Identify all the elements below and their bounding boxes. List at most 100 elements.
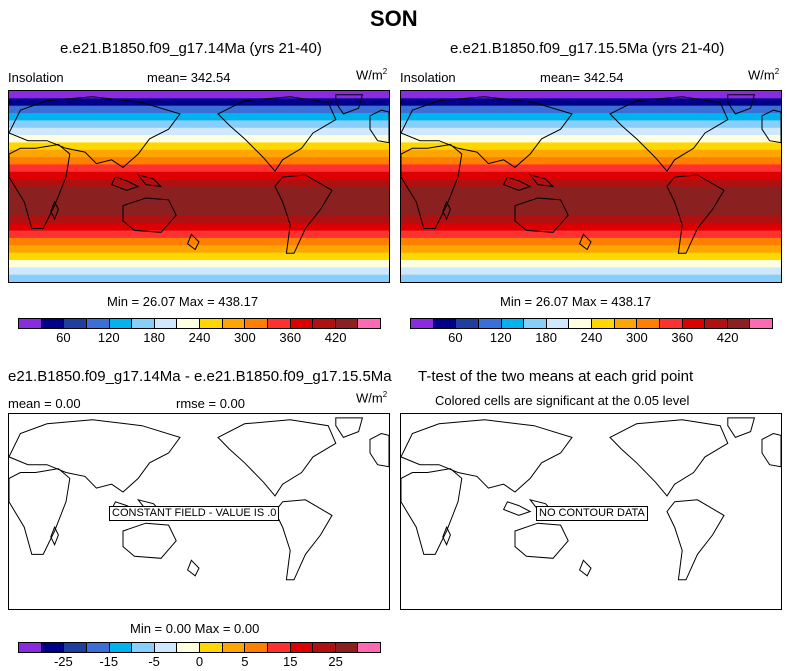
colorbar-swatch	[750, 319, 772, 328]
colorbar-swatch	[727, 319, 751, 328]
coastline	[217, 96, 337, 173]
coastline	[666, 499, 725, 581]
colorbar-tick-label: 180	[143, 330, 165, 345]
colorbar-swatch	[200, 643, 223, 652]
coastline	[335, 417, 364, 439]
insolation-band	[401, 215, 781, 224]
colorbar-swatch	[245, 319, 268, 328]
colorbar-swatch	[290, 319, 314, 328]
colorbar-swatch	[86, 643, 110, 652]
colorbar-swatch	[19, 643, 42, 652]
colorbar-tick-label: -15	[99, 654, 119, 669]
insolation-band	[9, 171, 389, 180]
colorbar-tick-label: 300	[626, 330, 648, 345]
panel2-title: e.e21.B1850.f09_g17.15.5Ma (yrs 21-40)	[450, 40, 725, 57]
insolation-band	[401, 252, 781, 261]
colorbar-swatch	[290, 643, 314, 652]
insolation-band	[9, 179, 389, 187]
panel1-variable: Insolation	[8, 70, 64, 85]
colorbar-swatch	[41, 319, 65, 328]
colorbar-tick-label: 300	[234, 330, 256, 345]
colorbar-panel-3	[18, 642, 381, 653]
insolation-band	[9, 267, 389, 276]
colorbar-tick-label: 240	[580, 330, 603, 345]
coastline	[50, 200, 59, 221]
insolation-band	[401, 274, 781, 282]
colorbar-swatch	[267, 643, 291, 652]
colorbar-swatch	[154, 643, 178, 652]
insolation-band	[401, 186, 781, 195]
panel3-rmse: rmse = 0.00	[176, 396, 246, 411]
colorbar-swatch	[358, 319, 380, 328]
colorbar-tick-label: -25	[53, 654, 73, 669]
colorbar-swatch	[313, 643, 336, 652]
colorbar-tick-label: 120	[97, 330, 120, 345]
insolation-band	[401, 164, 781, 173]
coastline	[666, 174, 725, 254]
colorbar-swatch	[222, 643, 246, 652]
coastline	[514, 522, 569, 559]
colorbar-tick-label: 420	[716, 330, 739, 345]
panel2-minmax: Min = 26.07 Max = 438.17	[500, 294, 652, 309]
panel2-units: W/m2	[748, 67, 780, 83]
coastline	[9, 96, 181, 169]
insolation-band	[9, 274, 389, 282]
colorbar-swatch	[86, 319, 110, 328]
coastline	[122, 197, 177, 233]
panel1-mean: mean= 342.54	[147, 70, 231, 85]
insolation-band	[401, 127, 781, 136]
coastline	[274, 174, 333, 254]
colorbar-swatch	[132, 643, 155, 652]
colorbar-tick-label: 25	[328, 654, 343, 669]
coastline	[217, 419, 337, 497]
insolation-band	[401, 98, 781, 107]
colorbar-swatch	[64, 319, 87, 328]
coastline	[369, 432, 389, 468]
colorbar-swatch	[64, 643, 87, 652]
insolation-band	[9, 142, 389, 151]
insolation-band	[9, 230, 389, 239]
coastline	[528, 174, 555, 188]
colorbar-swatch	[313, 319, 336, 328]
coastline	[578, 559, 592, 577]
colorbar-panel-1-labels: 60 120 180 240 300 360 420	[18, 330, 381, 346]
coastline	[122, 522, 177, 559]
colorbar-tick-label: -5	[148, 654, 160, 669]
colorbar-swatch	[132, 319, 155, 328]
coastline	[761, 432, 781, 468]
panel3-units: W/m2	[356, 390, 388, 406]
colorbar-tick-label: 0	[195, 654, 204, 669]
colorbar-tick-label: 120	[489, 330, 512, 345]
insolation-band	[401, 230, 781, 239]
colorbar-swatch	[109, 319, 133, 328]
colorbar-swatch	[592, 319, 615, 328]
coastline	[401, 143, 463, 229]
insolation-band	[401, 113, 781, 121]
coastline	[442, 200, 451, 221]
insolation-band	[9, 98, 389, 107]
coastline	[186, 559, 200, 577]
insolation-band	[9, 245, 389, 254]
insolation-band	[401, 157, 781, 165]
colorbar-swatch	[335, 319, 359, 328]
panel4-title: T-test of the two means at each grid poi…	[418, 368, 694, 385]
colorbar-tick-label: 15	[283, 654, 298, 669]
colorbar-swatch	[524, 319, 547, 328]
colorbar-swatch	[411, 319, 434, 328]
colorbar-swatch	[245, 643, 268, 652]
insolation-band	[401, 120, 781, 129]
insolation-band	[9, 193, 389, 202]
panel3-title: e21.B1850.f09_g17.14Ma - e.e21.B1850.f09…	[8, 368, 392, 385]
insolation-band	[9, 252, 389, 261]
insolation-band	[401, 193, 781, 202]
colorbar-swatch	[177, 643, 200, 652]
colorbar-tick-label: 360	[671, 330, 694, 345]
map-panel-3: CONSTANT FIELD - VALUE IS .0	[8, 413, 390, 610]
insolation-band	[401, 208, 781, 217]
colorbar-swatch	[154, 319, 178, 328]
panel1-units: W/m2	[356, 67, 388, 83]
insolation-band	[9, 135, 389, 143]
insolation-band	[401, 171, 781, 180]
panel2-mean: mean= 342.54	[540, 70, 624, 85]
colorbar-panel-1	[18, 318, 381, 329]
